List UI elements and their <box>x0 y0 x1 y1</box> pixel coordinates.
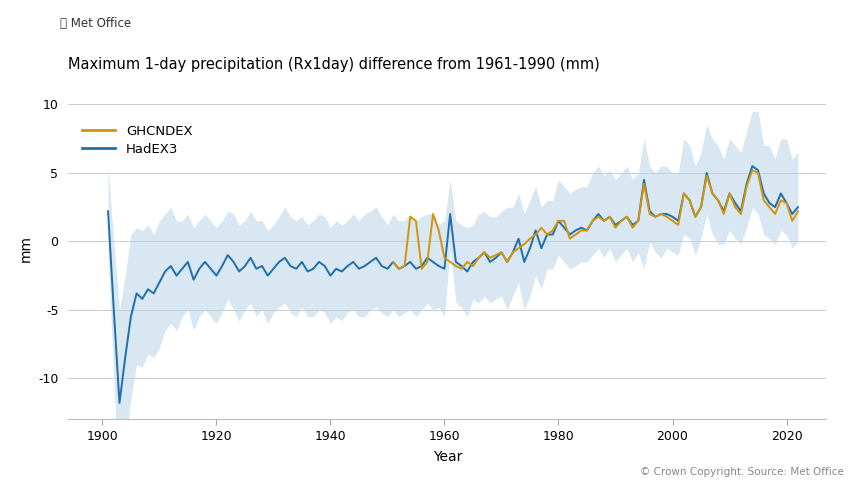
Legend: GHCNDEX, HadEX3: GHCNDEX, HadEX3 <box>83 125 193 156</box>
X-axis label: Year: Year <box>433 450 462 464</box>
Y-axis label: mm: mm <box>19 235 32 262</box>
Text: ⦻ Met Office: ⦻ Met Office <box>60 17 130 30</box>
Text: © Crown Copyright. Source: Met Office: © Crown Copyright. Source: Met Office <box>640 467 843 477</box>
Text: Maximum 1-day precipitation (Rx1day) difference from 1961-1990 (mm): Maximum 1-day precipitation (Rx1day) dif… <box>68 57 600 72</box>
